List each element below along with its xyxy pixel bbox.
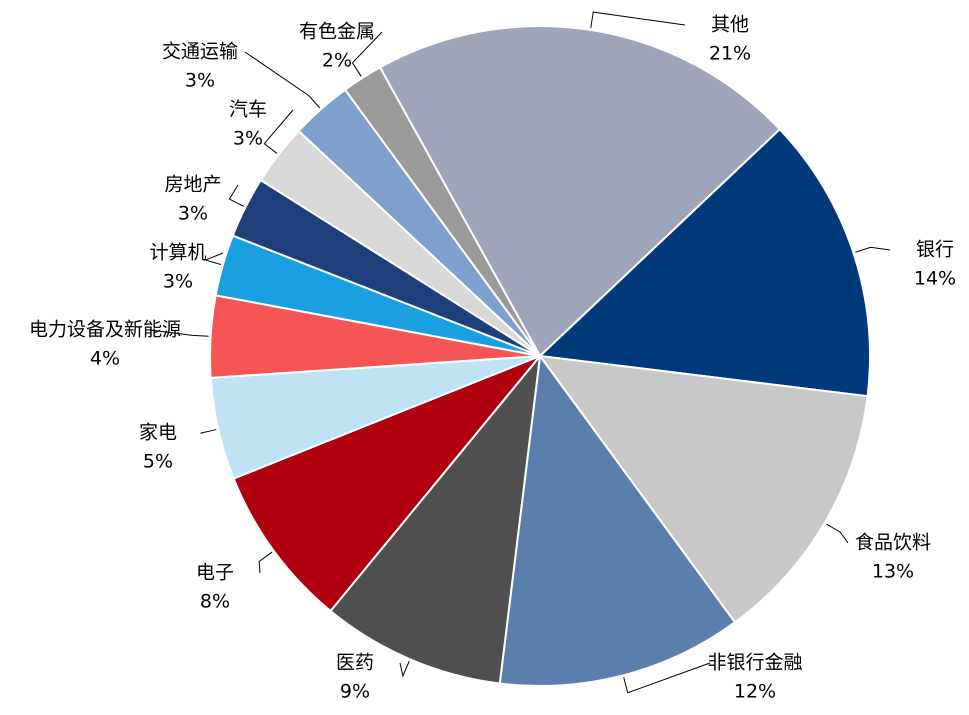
value-label: 21%: [709, 43, 751, 65]
value-label: 2%: [322, 50, 352, 72]
value-label: 4%: [90, 348, 120, 370]
leader-line: [855, 246, 891, 253]
value-label: 3%: [185, 70, 215, 92]
leader-line: [149, 329, 209, 337]
value-label: 8%: [200, 591, 230, 613]
leader-line: [263, 109, 294, 154]
leader-line: [258, 551, 273, 574]
category-label: 食品饮料: [855, 532, 931, 554]
category-label: 医药: [336, 652, 374, 674]
pie-slice: [498, 353, 737, 687]
value-label: 3%: [163, 271, 193, 293]
category-label: 计算机: [149, 242, 206, 264]
leader-line: [203, 252, 224, 265]
value-label: 5%: [143, 451, 173, 473]
category-label: 电力设备及新能源: [29, 319, 181, 341]
category-label: 家电: [139, 422, 177, 444]
category-label: 有色金属: [299, 21, 375, 43]
value-label: 3%: [178, 203, 208, 225]
value-label: 14%: [914, 268, 956, 290]
category-label: 交通运输: [162, 41, 238, 63]
leader-line: [399, 660, 410, 678]
leader-line: [244, 51, 320, 109]
value-label: 3%: [233, 128, 263, 150]
value-label: 13%: [872, 561, 914, 583]
category-label: 非银行金融: [707, 652, 802, 674]
leader-line: [351, 31, 383, 77]
leader-line: [590, 11, 686, 28]
pie-slice: [343, 66, 541, 357]
category-label: 银行: [916, 239, 954, 261]
category-label: 其他: [711, 14, 749, 36]
pie-slice: [537, 354, 869, 624]
pie-slice: [329, 352, 542, 685]
value-label: 12%: [734, 681, 776, 703]
leader-line: [623, 662, 711, 694]
leader-line: [826, 523, 849, 544]
pie-slice: [232, 355, 541, 613]
category-label: 汽车: [229, 99, 267, 121]
pie-slice: [537, 127, 871, 398]
leader-line: [200, 429, 217, 434]
category-label: 房地产: [164, 174, 221, 196]
pie-slice: [378, 25, 782, 358]
category-label: 电子: [196, 562, 234, 584]
leader-line: [228, 184, 244, 207]
value-label: 9%: [340, 681, 370, 703]
